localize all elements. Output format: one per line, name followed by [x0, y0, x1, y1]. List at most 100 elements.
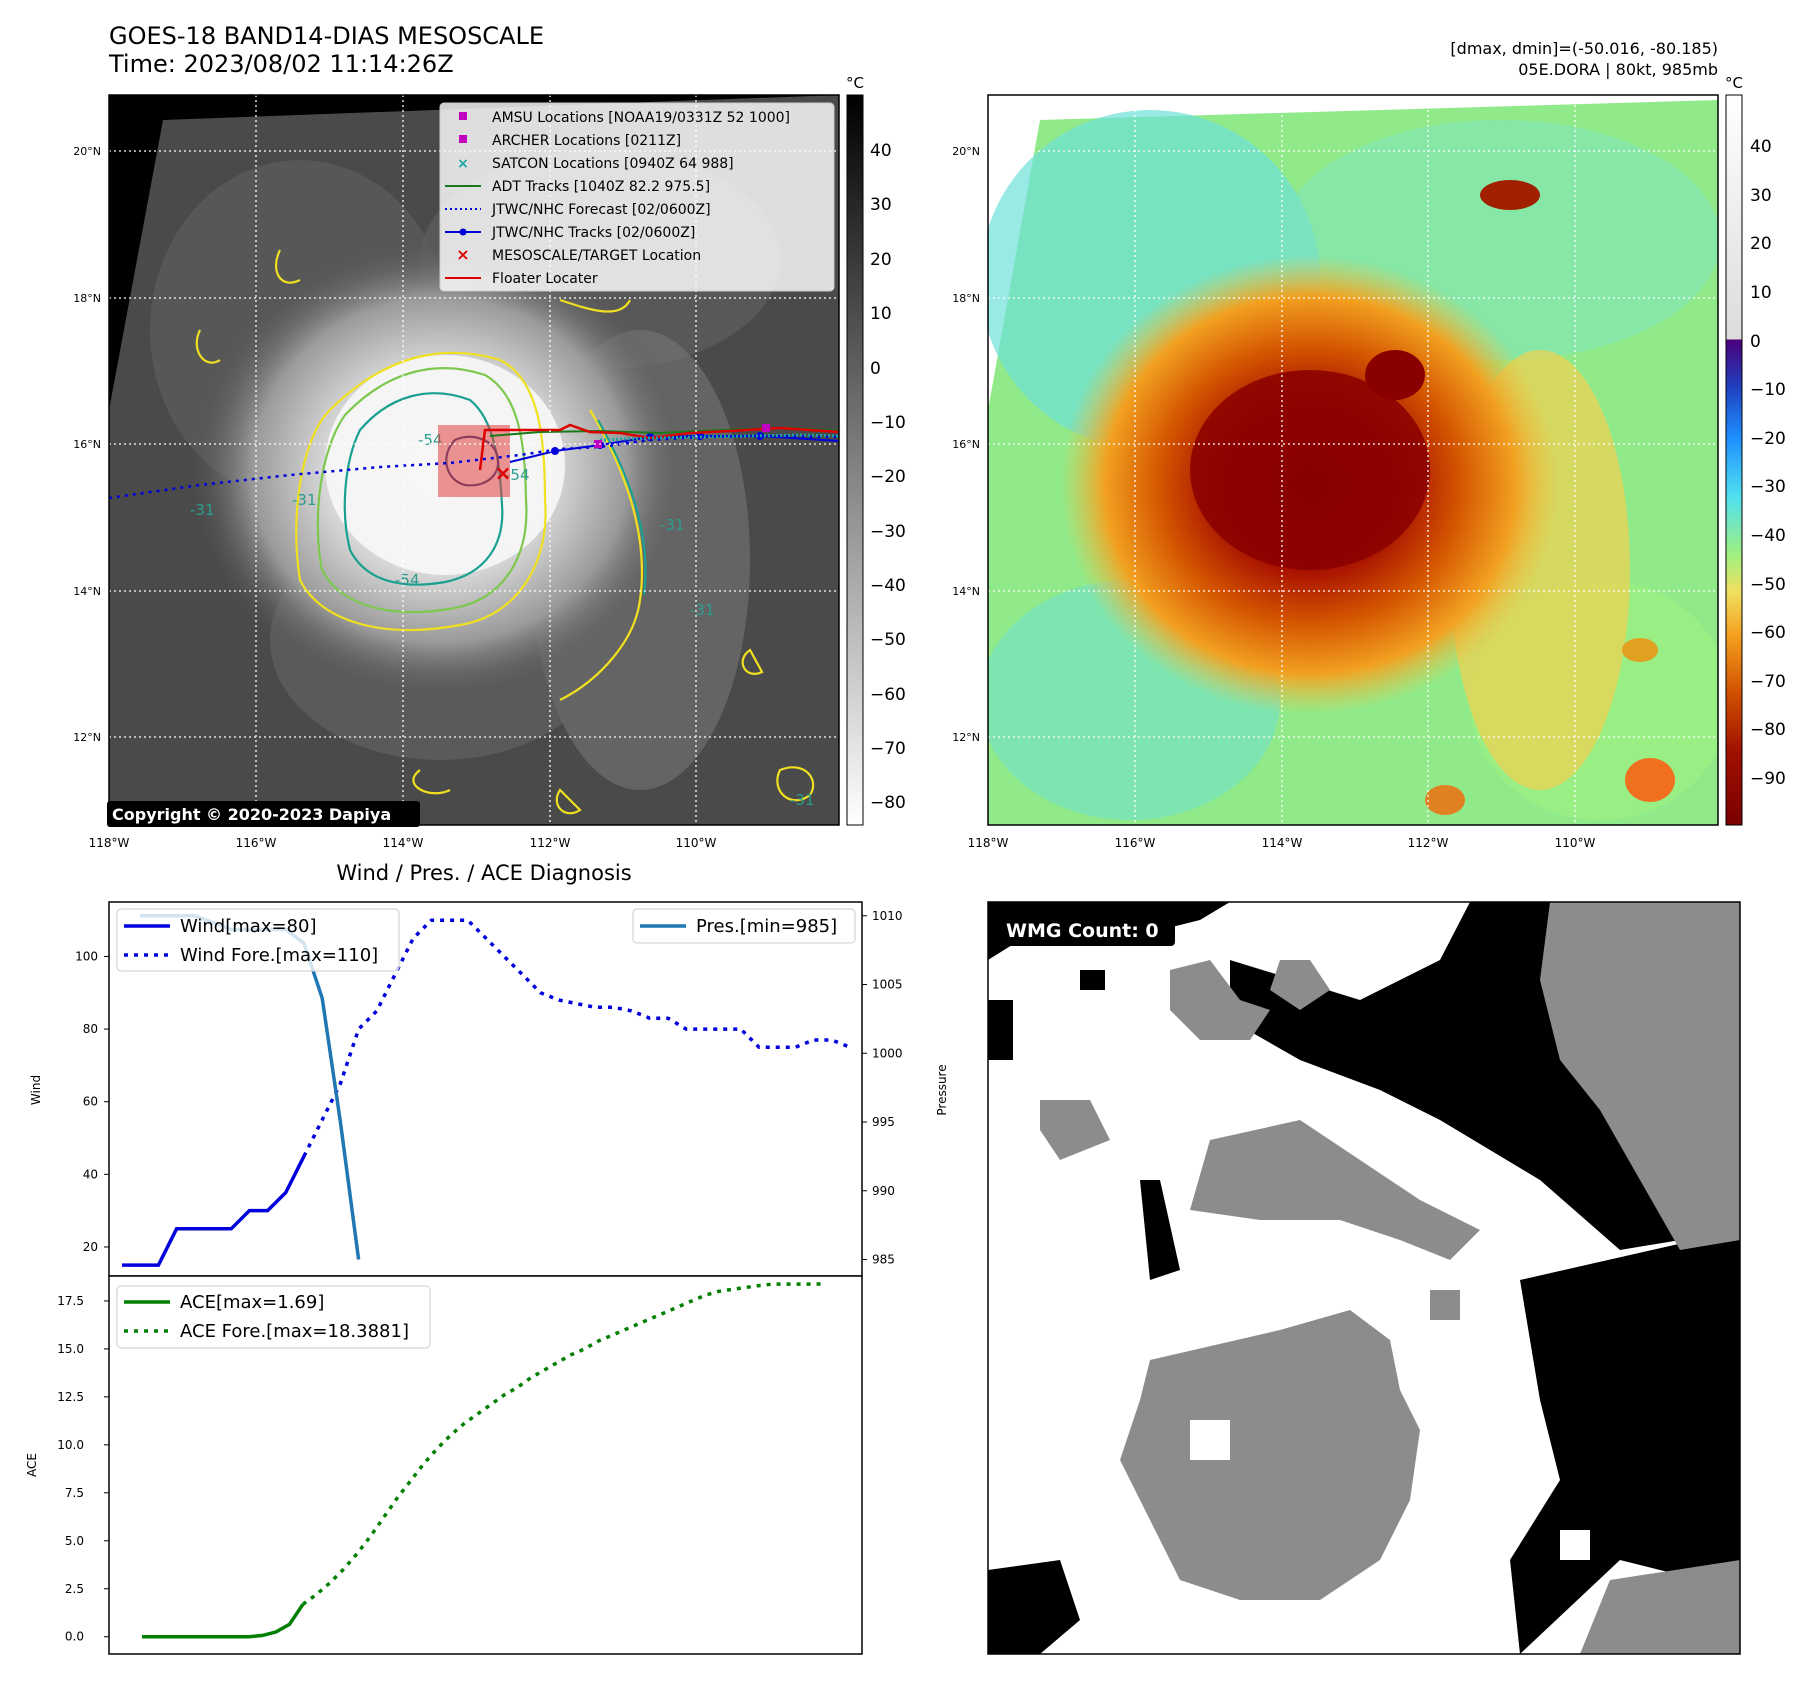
- legend-track: JTWC/NHC Tracks [02/0600Z]: [491, 225, 695, 241]
- pressure-tick-label: 1005: [872, 978, 903, 992]
- legend-pres: Pres.[min=985]: [696, 916, 837, 937]
- ir-contour-yellow: [295, 351, 547, 632]
- ace-tick-label: 7.5: [65, 1486, 84, 1500]
- color-xtick: 114°W: [1262, 836, 1303, 850]
- mesoscale-target-box: [438, 425, 510, 497]
- satcon-track: [599, 433, 839, 442]
- wind-forecast-line: [302, 918, 851, 1157]
- color-colorbar-ticks: 40 30 20 10 0 −10 −20 −30 −40 −50 −60 −7…: [1750, 137, 1786, 789]
- color-xtick: 116°W: [1115, 836, 1156, 850]
- wmg-count-text: WMG Count: 0: [1006, 920, 1159, 942]
- pressure-tick-label: 1000: [872, 1046, 903, 1060]
- color-xtick: 110°W: [1555, 836, 1596, 850]
- legend-wind-fore: Wind Fore.[max=110]: [180, 945, 378, 966]
- ir-contour-green: [316, 367, 528, 614]
- pressure-tick-label: 995: [872, 1115, 895, 1129]
- color-ytick: 12°N: [952, 731, 980, 744]
- floater-locator: [478, 423, 839, 471]
- wind-ylabel: Wind: [29, 1075, 43, 1105]
- color-cbar-tick: 30: [1750, 186, 1772, 206]
- ir-xtick: 112°W: [530, 836, 571, 850]
- legend-target-marker: ×: [456, 245, 469, 264]
- wmg-gray-regions: [1040, 902, 1740, 1654]
- ir-cbar-tick: −50: [870, 630, 906, 650]
- color-cbar-tick: 10: [1750, 283, 1772, 303]
- ir-contour-label: -54: [505, 466, 530, 484]
- wind-tick-label: 20: [83, 1240, 98, 1254]
- legend-archer: ARCHER Locations [0211Z]: [492, 133, 681, 149]
- ir-cbar-tick: −30: [870, 522, 906, 542]
- ir-contour-label: -54: [395, 571, 420, 589]
- color-cbar-tick: 0: [1750, 332, 1761, 352]
- pressure-tick-label: 990: [872, 1184, 895, 1198]
- wind-legend: Wind[max=80] Wind Fore.[max=110]: [116, 908, 400, 972]
- pressure-y-ticks: 1010 1005 1000 995 990 985: [862, 909, 903, 1267]
- pressure-legend: Pres.[min=985]: [632, 908, 856, 944]
- ir-cbar-tick: 20: [870, 250, 892, 270]
- legend-satcon-marker: ×: [457, 156, 469, 172]
- wind-tick-label: 60: [83, 1095, 98, 1109]
- ir-xtick: 116°W: [236, 836, 277, 850]
- ir-contour-label: -31: [690, 601, 715, 619]
- legend-amsu-marker: [459, 112, 467, 120]
- ir-axis-labels: 118°W 116°W 114°W 112°W 110°W 20°N 18°N …: [73, 145, 716, 850]
- color-xtick: 112°W: [1408, 836, 1449, 850]
- ir-cbar-tick: −10: [870, 413, 906, 433]
- ir-cbar-tick: −20: [870, 467, 906, 487]
- legend-ace-fore: ACE Fore.[max=18.3881]: [180, 1321, 409, 1342]
- wind-line: [122, 1155, 306, 1267]
- ir-legend: AMSU Locations [NOAA19/0331Z 52 1000] AR…: [439, 102, 835, 292]
- legend-wind: Wind[max=80]: [180, 916, 317, 937]
- color-cbar-tick: −10: [1750, 380, 1786, 400]
- ir-ytick: 20°N: [73, 145, 101, 158]
- ir-cbar-tick: 0: [870, 359, 881, 379]
- ir-cbar-tick: 30: [870, 195, 892, 215]
- ir-cbar-tick: −60: [870, 685, 906, 705]
- color-cbar-tick: −70: [1750, 672, 1786, 692]
- ir-panel: -31 -31 -31 -31 -54 -54 -54 -31 ×: [73, 74, 906, 850]
- legend-satcon: SATCON Locations [0940Z 64 988]: [492, 156, 734, 172]
- color-frame: [987, 94, 1719, 826]
- figure-time: Time: 2023/08/02 11:14:26Z: [108, 50, 454, 78]
- ir-colorbar: °C 40 30 20 10 0 −10 −20 −30 −40 −50 −60…: [846, 74, 906, 826]
- color-cbar-tick: −30: [1750, 477, 1786, 497]
- ir-colorbar-unit: °C: [846, 74, 864, 92]
- copyright-badge: Copyright © 2020-2023 Dapiya: [107, 801, 420, 827]
- ace-line: [142, 1603, 305, 1639]
- ir-cbar-tick: −80: [870, 793, 906, 813]
- color-cbar-tick: −60: [1750, 623, 1786, 643]
- ace-forecast-line: [301, 1282, 827, 1606]
- color-axis-labels: 118°W 116°W 114°W 112°W 110°W 20°N 18°N …: [952, 145, 1595, 850]
- amsu-marker: [594, 440, 602, 448]
- jtwc-forecast-track: [109, 434, 839, 500]
- ace-y-ticks: 17.5 15.0 12.5 10.0 7.5 5.0 2.5 0.0: [57, 1294, 109, 1644]
- legend-target: MESOSCALE/TARGET Location: [492, 248, 701, 264]
- legend-floater: Floater Locater: [492, 271, 598, 287]
- ir-contour-label: -31: [790, 791, 815, 809]
- ir-ytick: 18°N: [73, 292, 101, 305]
- ace-ylabel: ACE: [25, 1453, 39, 1477]
- ace-tick-label: 12.5: [57, 1390, 84, 1404]
- color-ytick: 20°N: [952, 145, 980, 158]
- ir-xtick: 114°W: [383, 836, 424, 850]
- wind-pressure-chart: 100 80 60 40 20 1010 1005 1000 995 990 985 Wind P…: [29, 901, 949, 1277]
- ir-contour-label: -31: [292, 491, 317, 509]
- wmg-frame: [987, 901, 1741, 1655]
- ir-ytick: 14°N: [73, 585, 101, 598]
- pressure-ylabel: Pressure: [935, 1064, 949, 1115]
- wmg-white-islands: [1190, 1420, 1590, 1560]
- legend-track-dot: [459, 228, 467, 236]
- color-ytick: 16°N: [952, 438, 980, 451]
- ir-cbar-tick: 10: [870, 304, 892, 324]
- ace-chart: 17.5 15.0 12.5 10.0 7.5 5.0 2.5 0.0 ACE ACE[max…: [25, 1275, 863, 1655]
- ace-tick-label: 0.0: [65, 1630, 84, 1644]
- ace-tick-label: 2.5: [65, 1582, 84, 1596]
- ir-contour-label: -31: [190, 501, 215, 519]
- ir-cbar-tick: −70: [870, 739, 906, 759]
- color-ytick: 14°N: [952, 585, 980, 598]
- wind-tick-label: 100: [75, 949, 98, 963]
- archer-marker: [762, 424, 770, 432]
- ir-frame: [108, 94, 840, 826]
- color-cbar-tick: −20: [1750, 429, 1786, 449]
